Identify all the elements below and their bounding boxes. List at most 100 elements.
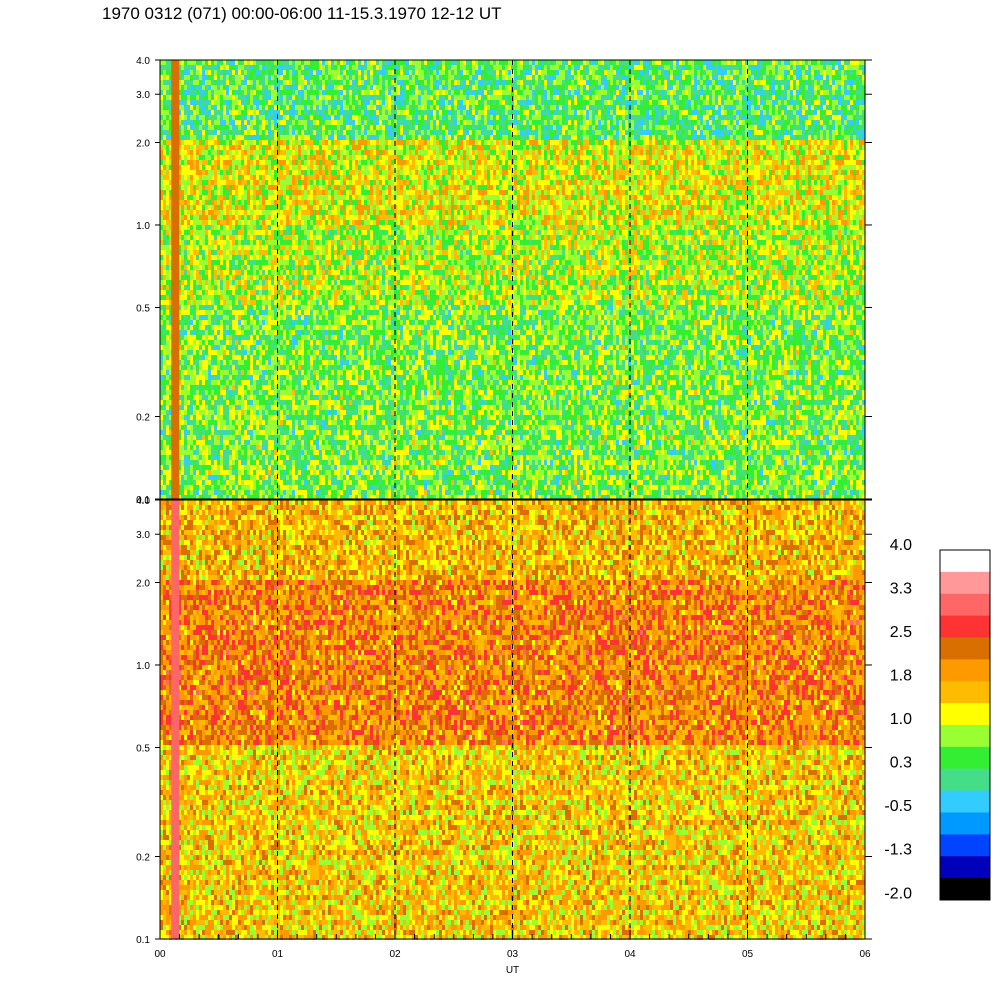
heatmap-cell xyxy=(280,400,283,405)
heatmap-cell xyxy=(223,190,226,195)
heatmap-cell xyxy=(220,175,223,180)
heatmap-cell xyxy=(211,150,214,155)
heatmap-cell xyxy=(190,325,193,330)
heatmap-cell xyxy=(241,330,244,335)
heatmap-cell xyxy=(271,65,274,70)
heatmap-cell xyxy=(187,415,190,420)
heatmap-cell xyxy=(235,410,238,415)
heatmap-cell xyxy=(301,160,304,165)
heatmap-cell xyxy=(211,420,214,425)
heatmap-cell xyxy=(220,475,223,480)
heatmap-cell xyxy=(226,240,229,245)
heatmap-cell xyxy=(289,410,292,415)
heatmap-cell xyxy=(256,215,259,220)
heatmap-cell xyxy=(271,445,274,450)
heatmap-cell xyxy=(274,115,277,120)
heatmap-cell xyxy=(241,305,244,310)
heatmap-cell xyxy=(238,370,241,375)
heatmap-cell xyxy=(202,330,205,335)
heatmap-cell xyxy=(181,245,184,250)
heatmap-cell xyxy=(262,390,265,395)
heatmap-cell xyxy=(301,65,304,70)
heatmap-cell xyxy=(214,235,217,240)
heatmap-cell xyxy=(202,345,205,350)
heatmap-cell xyxy=(163,310,166,315)
heatmap-cell xyxy=(223,475,226,480)
heatmap-cell xyxy=(190,165,193,170)
heatmap-cell xyxy=(232,165,235,170)
heatmap-cell xyxy=(262,130,265,135)
heatmap-cell xyxy=(274,105,277,110)
heatmap-cell xyxy=(220,130,223,135)
heatmap-cell xyxy=(286,430,289,435)
heatmap-cell xyxy=(190,60,193,65)
heatmap-cell xyxy=(268,240,271,245)
heatmap-cell xyxy=(181,65,184,70)
heatmap-cell xyxy=(181,280,184,285)
heatmap-cell xyxy=(295,345,298,350)
heatmap-cell xyxy=(217,345,220,350)
heatmap-cell xyxy=(196,265,199,270)
heatmap-cell xyxy=(241,415,244,420)
heatmap-cell xyxy=(181,100,184,105)
heatmap-cell xyxy=(199,155,202,160)
heatmap-cell xyxy=(211,490,214,495)
heatmap-cell xyxy=(256,115,259,120)
heatmap-cell xyxy=(205,140,208,145)
heatmap-cell xyxy=(244,300,247,305)
heatmap-cell xyxy=(190,135,193,140)
heatmap-cell xyxy=(190,65,193,70)
heatmap-cell xyxy=(181,365,184,370)
heatmap-cell xyxy=(208,150,211,155)
heatmap-cell xyxy=(166,475,169,480)
heatmap-cell xyxy=(280,350,283,355)
heatmap-cell xyxy=(265,380,268,385)
heatmap-cell xyxy=(256,240,259,245)
heatmap-cell xyxy=(217,335,220,340)
heatmap-cell xyxy=(229,490,232,495)
heatmap-cell xyxy=(223,195,226,200)
heatmap-cell xyxy=(235,95,238,100)
heatmap-cell xyxy=(214,475,217,480)
heatmap-cell xyxy=(196,80,199,85)
heatmap-cell xyxy=(289,230,292,235)
heatmap-cell xyxy=(283,175,286,180)
heatmap-cell xyxy=(166,160,169,165)
heatmap-cell xyxy=(280,175,283,180)
heatmap-cell xyxy=(244,345,247,350)
heatmap-cell xyxy=(256,395,259,400)
heatmap-cell xyxy=(220,470,223,475)
heatmap-cell xyxy=(289,385,292,390)
heatmap-cell xyxy=(238,140,241,145)
heatmap-cell xyxy=(262,215,265,220)
heatmap-cell xyxy=(259,425,262,430)
heatmap-cell xyxy=(238,480,241,485)
heatmap-cell xyxy=(289,245,292,250)
heatmap-cell xyxy=(235,90,238,95)
heatmap-cell xyxy=(217,375,220,380)
heatmap-cell xyxy=(223,485,226,490)
heatmap-cell xyxy=(298,220,301,225)
heatmap-cell xyxy=(271,395,274,400)
heatmap-cell xyxy=(166,385,169,390)
heatmap-cell xyxy=(250,285,253,290)
heatmap-cell xyxy=(220,485,223,490)
heatmap-cell xyxy=(283,420,286,425)
heatmap-cell xyxy=(298,315,301,320)
heatmap-cell xyxy=(247,245,250,250)
heatmap-cell xyxy=(292,470,295,475)
heatmap-cell xyxy=(199,100,202,105)
heatmap-cell xyxy=(256,145,259,150)
heatmap-cell xyxy=(274,205,277,210)
heatmap-cell xyxy=(220,480,223,485)
heatmap-cell xyxy=(163,285,166,290)
heatmap-cell xyxy=(289,210,292,215)
heatmap-cell xyxy=(199,425,202,430)
heatmap-cell xyxy=(301,190,304,195)
heatmap-cell xyxy=(289,110,292,115)
heatmap-cell xyxy=(259,475,262,480)
heatmap-cell xyxy=(199,260,202,265)
heatmap-cell xyxy=(232,285,235,290)
heatmap-cell xyxy=(166,180,169,185)
heatmap-cell xyxy=(271,460,274,465)
